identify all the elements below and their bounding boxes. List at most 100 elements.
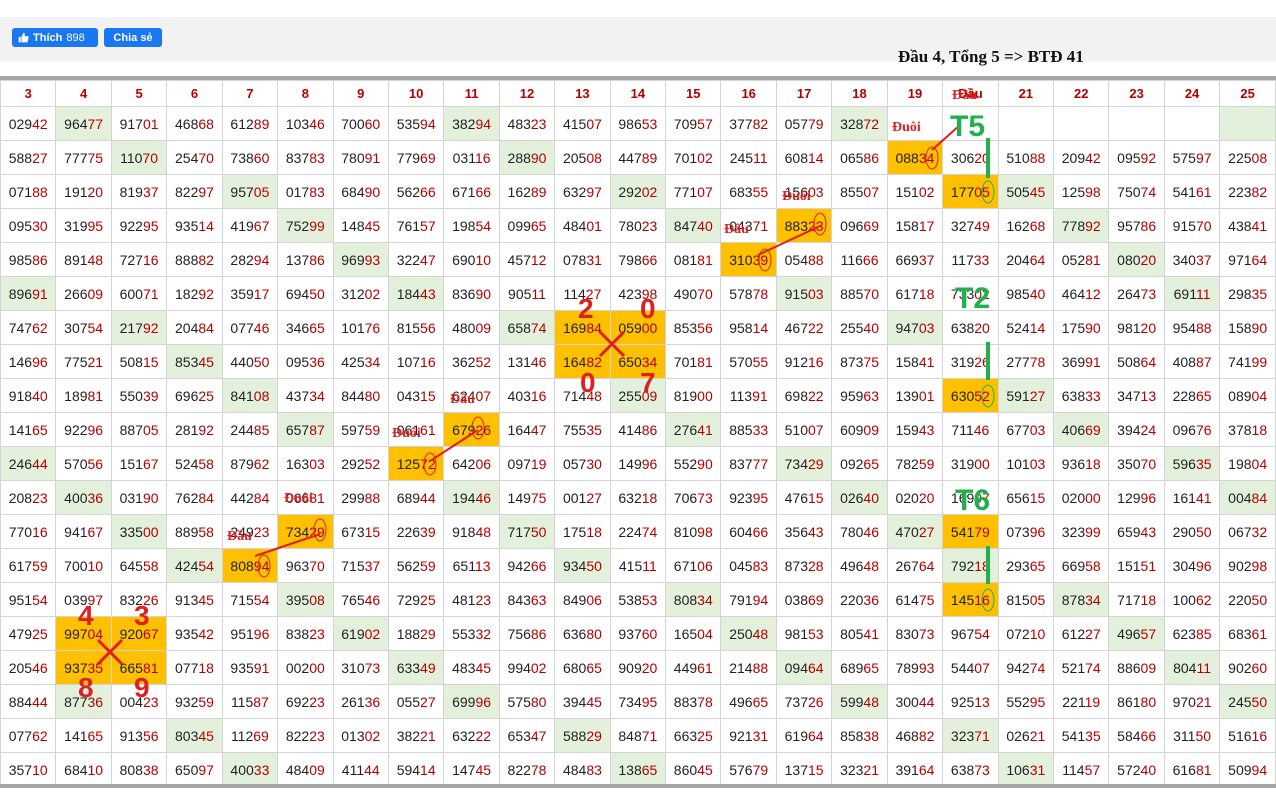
- number-head: 858: [840, 727, 864, 744]
- number-head: 220: [840, 591, 864, 608]
- number-cell: 94266: [498, 548, 556, 583]
- number-tail: 33: [752, 421, 769, 438]
- number-cell: [997, 106, 1055, 141]
- number-head: 689: [396, 489, 421, 506]
- number-head: 669: [895, 251, 919, 268]
- facebook-like-button[interactable]: Thích 898: [12, 28, 98, 47]
- number-tail: 15: [808, 489, 824, 506]
- number-tail: 25: [697, 727, 713, 744]
- facebook-share-button[interactable]: Chia sẻ: [104, 28, 162, 47]
- number-tail: 37: [918, 251, 935, 268]
- number-head: 071: [8, 183, 33, 200]
- number-tail: 23: [530, 115, 547, 132]
- number-head: 139: [895, 387, 919, 404]
- number-cell: 50815: [110, 344, 168, 379]
- number-head: 310: [341, 659, 365, 676]
- number-cell: 68944: [387, 480, 445, 515]
- number-head: 657: [285, 421, 310, 438]
- number-head: 292: [618, 183, 642, 200]
- number-cell: 93735: [55, 650, 112, 685]
- number-tail: 14: [752, 319, 769, 336]
- number-head: 638: [1061, 387, 1086, 404]
- number-head: 596: [1172, 455, 1196, 472]
- number-cell: 26136: [332, 684, 389, 719]
- number-cell: 09592: [1108, 140, 1165, 175]
- number-head: 245: [1228, 693, 1252, 710]
- number-cell: 66958: [1053, 548, 1110, 583]
- number-head: 612: [230, 115, 254, 132]
- number-cell: 57878: [720, 276, 777, 311]
- number-head: 981: [784, 625, 808, 642]
- number-head: 080: [1117, 251, 1141, 268]
- number-head: 830: [895, 625, 919, 642]
- number-head: 004: [1228, 489, 1252, 506]
- number-cell: 03997: [55, 582, 112, 617]
- number-head: 957: [1117, 217, 1141, 234]
- number-cell: 00200: [277, 650, 334, 685]
- number-cell: 10103: [997, 446, 1055, 481]
- number-cell: 00484: [1219, 480, 1276, 515]
- number-cell: 36991: [1053, 344, 1110, 379]
- number-tail: 88: [752, 659, 769, 676]
- number-tail: 68: [198, 115, 214, 132]
- number-cell: 63833: [1053, 378, 1110, 413]
- number-head: 319: [64, 217, 88, 234]
- number-head: 798: [618, 251, 642, 268]
- number-cell: 54161: [1163, 174, 1221, 209]
- number-tail: 00: [309, 659, 325, 676]
- number-tail: 48: [87, 251, 104, 268]
- number-head: 406: [1061, 421, 1086, 438]
- number-head: 819: [119, 183, 143, 200]
- number-tail: 36: [364, 693, 381, 710]
- number-head: 356: [784, 523, 808, 540]
- number-tail: 50: [1251, 693, 1268, 710]
- number-cell: 00127: [554, 480, 611, 515]
- number-cell: 31150: [1163, 718, 1221, 753]
- number-tail: 84: [198, 319, 214, 336]
- number-head: 679: [452, 421, 476, 438]
- number-head: 470: [895, 523, 919, 540]
- number-tail: 58: [198, 455, 214, 472]
- number-cell: 48009: [443, 310, 500, 345]
- number-head: 879: [230, 455, 254, 472]
- thumbs-up-icon: [18, 32, 29, 43]
- number-head: 878: [1061, 591, 1086, 608]
- number-head: 194: [452, 489, 476, 506]
- number-cell: 02621: [997, 718, 1055, 753]
- number-tail: 98: [1085, 183, 1101, 200]
- number-head: 088: [895, 149, 919, 166]
- number-head: 031: [119, 489, 143, 506]
- number-cell: 57679: [720, 752, 777, 787]
- number-cell: 12572: [387, 446, 445, 481]
- number-head: 700: [341, 115, 365, 132]
- number-tail: 48: [863, 557, 879, 574]
- number-head: 277: [1006, 353, 1030, 370]
- number-head: 860: [673, 761, 698, 778]
- number-cell: 96477: [55, 106, 112, 141]
- number-head: 077: [230, 319, 254, 336]
- number-tail: 39: [142, 387, 159, 404]
- number-tail: 11: [753, 149, 768, 166]
- number-head: 891: [64, 251, 88, 268]
- number-tail: 40: [1029, 285, 1046, 302]
- number-head: 964: [64, 115, 88, 132]
- number-head: 328: [840, 115, 864, 132]
- number-head: 591: [1006, 387, 1030, 404]
- number-tail: 29: [309, 523, 325, 540]
- number-cell: 37782: [720, 106, 777, 141]
- number-cell: 99704: [55, 616, 112, 651]
- number-tail: 26: [808, 693, 824, 710]
- number-cell: 14845: [332, 208, 389, 243]
- number-tail: 55: [752, 183, 769, 200]
- number-tail: 07: [697, 183, 713, 200]
- number-tail: 71: [752, 217, 769, 234]
- number-cell: 55290: [665, 446, 722, 481]
- number-tail: 98: [1251, 557, 1268, 574]
- number-cell: 80541: [831, 616, 888, 651]
- column-header: 9: [332, 80, 389, 107]
- number-cell: 69223: [277, 684, 334, 719]
- number-tail: 23: [309, 727, 325, 744]
- number-tail: 31: [752, 727, 769, 744]
- number-tail: 93: [364, 251, 381, 268]
- number-cell: 58829: [554, 718, 611, 753]
